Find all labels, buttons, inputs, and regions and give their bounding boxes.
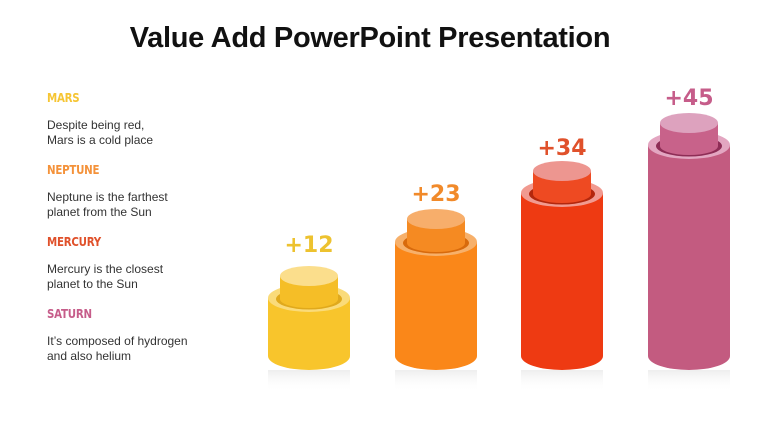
legend-item-title: SATURN <box>47 306 92 321</box>
bar-reflection <box>395 370 477 392</box>
legend-item-mercury: MERCURY Mercury is the closest planet to… <box>47 232 247 294</box>
plug-top <box>660 113 718 133</box>
value-label: +23 <box>411 182 460 207</box>
value-label: +34 <box>537 136 586 161</box>
bar-mars: +12 <box>268 233 350 392</box>
legend: MARS Despite being red, Mars is a cold p… <box>47 88 247 366</box>
description-line: Mercury is the closest <box>47 262 164 276</box>
cylinder-body <box>648 145 730 370</box>
bar-reflection <box>521 370 603 392</box>
description-line: It’s composed of hydrogen <box>47 334 188 348</box>
plug-top <box>533 161 591 181</box>
legend-item-title: MARS <box>47 90 80 105</box>
description-line: Despite being red, <box>47 118 145 132</box>
plug-top <box>407 209 465 229</box>
description-line: planet to the Sun <box>47 277 138 291</box>
cylinder-body <box>268 298 350 370</box>
description-line: and also helium <box>47 349 132 363</box>
legend-item-title: MERCURY <box>47 234 101 249</box>
value-label: +12 <box>284 233 333 258</box>
bar-reflection <box>648 370 730 392</box>
description-line: Mars is a cold place <box>47 133 154 147</box>
slide-title: Value Add PowerPoint Presentation <box>129 22 611 54</box>
bar-saturn: +45 <box>648 86 730 392</box>
legend-item-description: It’s composed of hydrogen and also heliu… <box>47 334 247 366</box>
legend-item-mars: MARS Despite being red, Mars is a cold p… <box>47 88 247 150</box>
bar-reflection <box>268 370 350 392</box>
legend-item-saturn: SATURN It’s composed of hydrogen and als… <box>47 304 247 366</box>
description-line: Neptune is the farthest <box>47 190 168 204</box>
cylinder-body <box>521 193 603 370</box>
legend-item-description: Mercury is the closest planet to the Sun <box>47 262 247 294</box>
bar-neptune: +23 <box>395 182 477 392</box>
value-label: +45 <box>664 86 713 111</box>
description-line: planet from the Sun <box>47 205 152 219</box>
bar-mercury: +34 <box>521 136 603 392</box>
legend-item-neptune: NEPTUNE Neptune is the farthest planet f… <box>47 160 247 222</box>
legend-item-title: NEPTUNE <box>47 162 100 177</box>
cylinder-body <box>395 242 477 370</box>
legend-item-description: Neptune is the farthest planet from the … <box>47 190 247 222</box>
legend-item-description: Despite being red, Mars is a cold place <box>47 118 247 150</box>
plug-top <box>280 266 338 286</box>
